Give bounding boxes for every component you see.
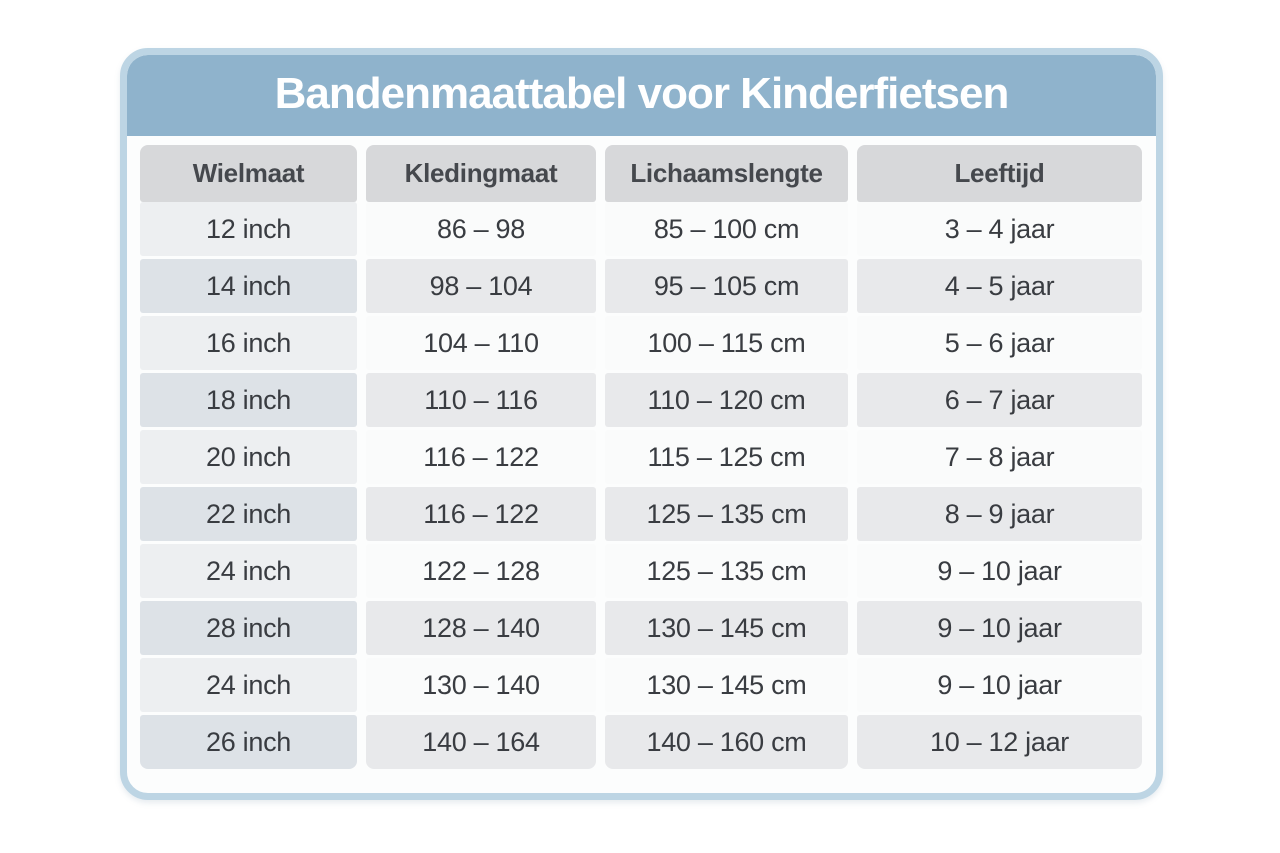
card-header: Bandenmaattabel voor Kinderfietsen xyxy=(127,55,1156,136)
size-chart-card: Bandenmaattabel voor Kinderfietsen Wielm… xyxy=(120,48,1163,800)
table-cell: 130 – 140 xyxy=(366,658,596,712)
table-cell: 16 inch xyxy=(140,316,357,370)
table-cell: 125 – 135 cm xyxy=(605,544,848,598)
table-cell: 140 – 164 xyxy=(366,715,596,769)
column-header-lichaamslengte: Lichaamslengte xyxy=(605,145,848,202)
table-cell: 116 – 122 xyxy=(366,430,596,484)
table-cell: 28 inch xyxy=(140,601,357,655)
table-cell: 22 inch xyxy=(140,487,357,541)
table-cell: 130 – 145 cm xyxy=(605,601,848,655)
table-cell: 24 inch xyxy=(140,544,357,598)
table-cell: 86 – 98 xyxy=(366,202,596,256)
column-header-leeftijd: Leeftijd xyxy=(857,145,1142,202)
table-cell: 8 – 9 jaar xyxy=(857,487,1142,541)
table-cell: 18 inch xyxy=(140,373,357,427)
table-cell: 128 – 140 xyxy=(366,601,596,655)
table-cell: 85 – 100 cm xyxy=(605,202,848,256)
table-cell: 6 – 7 jaar xyxy=(857,373,1142,427)
table-cell: 14 inch xyxy=(140,259,357,313)
size-table: Wielmaat Kledingmaat Lichaamslengte Leef… xyxy=(140,145,1143,769)
table-cell: 26 inch xyxy=(140,715,357,769)
page-title: Bandenmaattabel voor Kinderfietsen xyxy=(274,68,1010,118)
table-cell: 95 – 105 cm xyxy=(605,259,848,313)
table-cell: 130 – 145 cm xyxy=(605,658,848,712)
table-cell: 4 – 5 jaar xyxy=(857,259,1142,313)
table-cell: 100 – 115 cm xyxy=(605,316,848,370)
table-cell: 122 – 128 xyxy=(366,544,596,598)
column-header-wielmaat: Wielmaat xyxy=(140,145,357,202)
table-cell: 5 – 6 jaar xyxy=(857,316,1142,370)
table-cell: 116 – 122 xyxy=(366,487,596,541)
table-cell: 24 inch xyxy=(140,658,357,712)
table-cell: 20 inch xyxy=(140,430,357,484)
table-cell: 110 – 116 xyxy=(366,373,596,427)
table-cell: 140 – 160 cm xyxy=(605,715,848,769)
table-cell: 9 – 10 jaar xyxy=(857,601,1142,655)
table-cell: 110 – 120 cm xyxy=(605,373,848,427)
table-cell: 98 – 104 xyxy=(366,259,596,313)
table-cell: 9 – 10 jaar xyxy=(857,658,1142,712)
table-cell: 104 – 110 xyxy=(366,316,596,370)
table-cell: 115 – 125 cm xyxy=(605,430,848,484)
table-cell: 125 – 135 cm xyxy=(605,487,848,541)
table-cell: 10 – 12 jaar xyxy=(857,715,1142,769)
table-cell: 3 – 4 jaar xyxy=(857,202,1142,256)
table-cell: 9 – 10 jaar xyxy=(857,544,1142,598)
table-cell: 7 – 8 jaar xyxy=(857,430,1142,484)
table-cell: 12 inch xyxy=(140,202,357,256)
column-header-kledingmaat: Kledingmaat xyxy=(366,145,596,202)
